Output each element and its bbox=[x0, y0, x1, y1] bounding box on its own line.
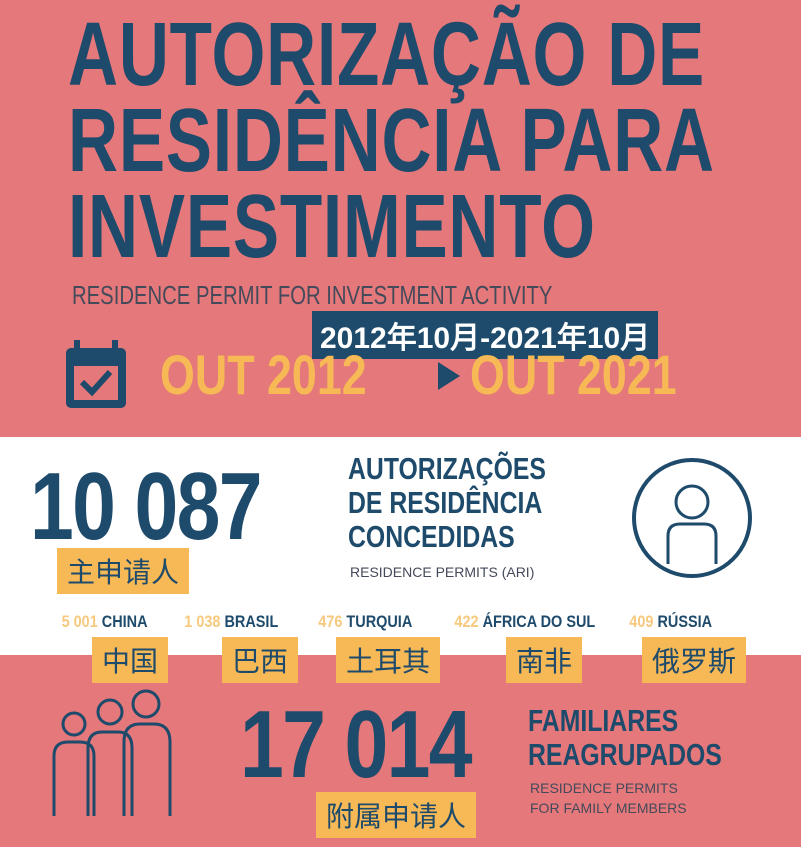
family-sub-1: RESIDENCE PERMITS bbox=[530, 780, 678, 796]
family-group-icon bbox=[52, 689, 172, 816]
country-africa-do-sul: 422 ÁFRICA DO SUL bbox=[454, 612, 596, 631]
main-heading-1: AUTORIZAÇÕES bbox=[348, 451, 546, 486]
family-heading-1: FAMILIARES bbox=[528, 703, 679, 738]
family-heading-2: REAGRUPADOS bbox=[528, 737, 722, 772]
family-sub-2: FOR FAMILY MEMBERS bbox=[530, 800, 687, 816]
period-start: OUT 2012 bbox=[160, 343, 367, 406]
title-line-2: RESIDÊNCIA PARA bbox=[68, 91, 715, 191]
title-line-3: INVESTIMENTO bbox=[68, 177, 596, 277]
calendar-check-icon bbox=[66, 340, 126, 408]
country-china: 5 001 CHINA bbox=[61, 612, 148, 631]
title-line-1: AUTORIZAÇÃO DE bbox=[68, 5, 706, 105]
main-heading-2: DE RESIDÊNCIA bbox=[348, 485, 543, 520]
country-tag-cn: 南非 bbox=[506, 637, 583, 683]
arrow-right-icon bbox=[438, 362, 460, 390]
country-turquia: 476 TURQUIA bbox=[318, 612, 413, 631]
subtitle: RESIDENCE PERMIT FOR INVESTMENT ACTIVITY bbox=[72, 280, 553, 310]
period-end: OUT 2021 bbox=[470, 343, 677, 406]
country-tag-cn: 中国 bbox=[92, 637, 169, 683]
main-sub: RESIDENCE PERMITS (ARI) bbox=[350, 564, 535, 580]
country-russia: 409 RÚSSIA bbox=[629, 612, 713, 631]
family-count: 17 014 bbox=[240, 691, 473, 798]
country-brasil: 1 038 BRASIL bbox=[184, 612, 279, 631]
main-heading-3: CONCEDIDAS bbox=[348, 519, 515, 554]
main-tag-cn: 主申请人 bbox=[57, 548, 190, 594]
family-tag-cn: 附属申请人 bbox=[316, 792, 477, 838]
date-range-cn: 2012年10月-2021年10月 bbox=[312, 311, 659, 359]
country-tag-cn: 巴西 bbox=[222, 637, 299, 683]
country-tag-cn: 土耳其 bbox=[336, 637, 441, 683]
person-icon bbox=[632, 458, 752, 578]
country-tag-cn: 俄罗斯 bbox=[642, 637, 747, 683]
main-count: 10 087 bbox=[30, 453, 263, 560]
